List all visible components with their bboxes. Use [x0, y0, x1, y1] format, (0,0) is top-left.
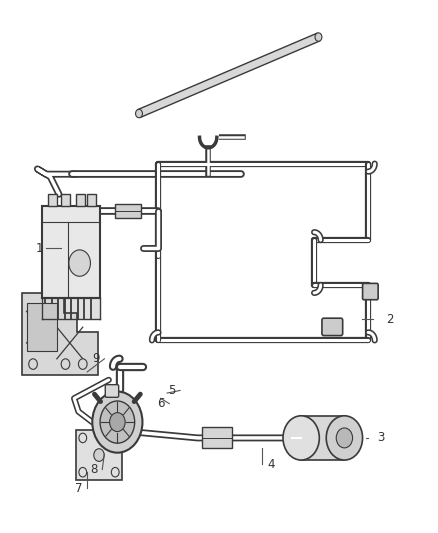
Circle shape — [79, 433, 87, 443]
Bar — [76, 194, 85, 206]
Circle shape — [94, 449, 104, 462]
Bar — [202, 124, 219, 145]
Circle shape — [135, 109, 142, 118]
Circle shape — [283, 416, 319, 460]
FancyBboxPatch shape — [322, 318, 343, 336]
FancyBboxPatch shape — [363, 284, 378, 300]
FancyBboxPatch shape — [105, 385, 119, 397]
Text: 9: 9 — [92, 352, 99, 365]
Circle shape — [78, 359, 87, 369]
Circle shape — [92, 392, 142, 453]
Circle shape — [61, 359, 70, 369]
Bar — [48, 194, 57, 206]
Circle shape — [111, 467, 119, 477]
Text: 1: 1 — [36, 241, 43, 255]
Bar — [76, 430, 122, 480]
Bar — [202, 427, 232, 448]
Circle shape — [315, 33, 322, 41]
Circle shape — [336, 428, 353, 448]
Bar — [27, 303, 57, 351]
Circle shape — [110, 413, 125, 432]
Circle shape — [100, 401, 134, 443]
Circle shape — [79, 467, 87, 477]
Circle shape — [326, 416, 363, 460]
Polygon shape — [22, 293, 98, 375]
Bar — [42, 206, 100, 298]
Text: 7: 7 — [75, 481, 82, 495]
Polygon shape — [138, 33, 320, 117]
Circle shape — [29, 359, 37, 369]
Circle shape — [69, 250, 91, 276]
Text: 8: 8 — [90, 463, 97, 476]
Bar — [301, 416, 344, 460]
Text: 4: 4 — [267, 458, 275, 471]
Circle shape — [111, 433, 119, 443]
Text: 3: 3 — [378, 431, 385, 445]
Bar — [61, 194, 70, 206]
Text: 5: 5 — [168, 384, 175, 397]
Bar — [42, 298, 100, 319]
Text: 6: 6 — [157, 397, 164, 410]
Text: 2: 2 — [386, 313, 394, 326]
Bar — [87, 194, 96, 206]
Bar — [115, 204, 141, 218]
